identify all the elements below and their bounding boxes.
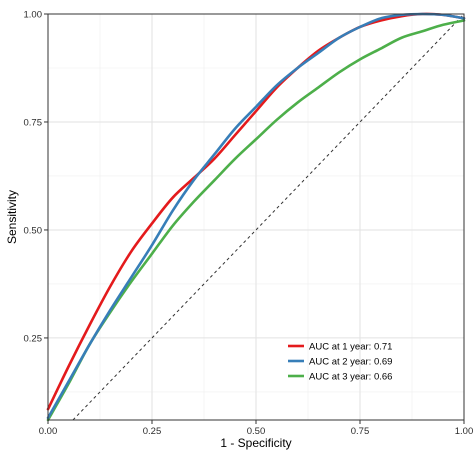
y-tick-label: 1.00 xyxy=(24,10,43,21)
roc-line-series-2 xyxy=(46,12,466,420)
y-axis-title: Sensitivity xyxy=(5,190,19,244)
y-tick-label: 0.75 xyxy=(24,117,43,128)
legend: AUC at 1 year: 0.71 AUC at 2 year: 0.69 AU… xyxy=(288,342,392,383)
x-tick-label: 0.00 xyxy=(39,426,58,437)
x-tick-label: 1.00 xyxy=(455,426,474,437)
y-tick-label: 0.50 xyxy=(24,225,43,236)
roc-line-series-3 xyxy=(46,19,466,422)
x-tick-label: 0.25 xyxy=(143,426,162,437)
y-tick-label: 0.25 xyxy=(24,333,43,344)
legend-label-series-1: AUC at 1 year: 0.71 xyxy=(309,342,392,353)
x-tick-label: 0.50 xyxy=(247,426,266,437)
roc-series-layer xyxy=(46,12,466,422)
y-axis-ticks: 0.25 0.50 0.75 1.00 xyxy=(24,10,48,344)
x-axis-ticks: 0.00 0.25 0.50 0.75 1.00 xyxy=(39,420,474,437)
legend-label-series-2: AUC at 2 year: 0.69 xyxy=(309,357,392,368)
roc-line-series-1 xyxy=(46,12,466,411)
x-tick-label: 0.75 xyxy=(351,426,370,437)
reference-diagonal-line xyxy=(72,13,465,421)
legend-label-series-3: AUC at 3 year: 0.66 xyxy=(309,372,392,383)
x-axis-title: 1 - Specificity xyxy=(220,436,291,450)
